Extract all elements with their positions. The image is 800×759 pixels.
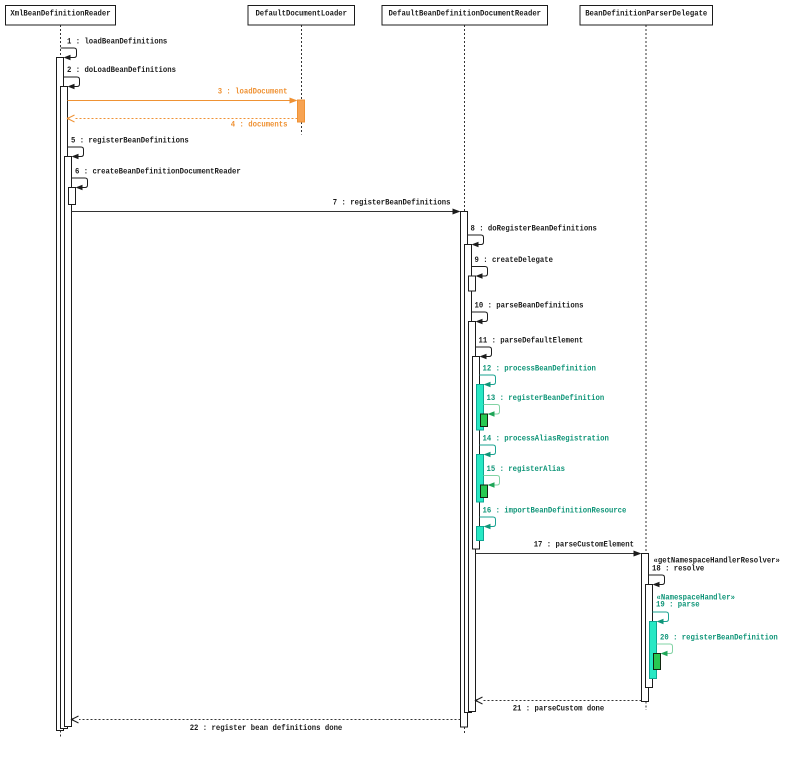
svg-text:22 : register bean definitions: 22 : register bean definitions done — [190, 723, 343, 733]
svg-text:3 : loadDocument: 3 : loadDocument — [218, 87, 288, 97]
svg-text:19 : parse: 19 : parse — [656, 600, 700, 610]
svg-text:BeanDefinitionParserDelegate: BeanDefinitionParserDelegate — [585, 9, 707, 19]
svg-text:15 : registerAlias: 15 : registerAlias — [487, 464, 566, 474]
svg-text:7 : registerBeanDefinitions: 7 : registerBeanDefinitions — [333, 198, 451, 208]
svg-text:6 : createBeanDefinitionDocume: 6 : createBeanDefinitionDocumentReader — [75, 167, 241, 177]
svg-text:12 : processBeanDefinition: 12 : processBeanDefinition — [483, 364, 596, 374]
svg-text:14 : processAliasRegistration: 14 : processAliasRegistration — [483, 434, 609, 444]
svg-text:21 : parseCustom done: 21 : parseCustom done — [513, 704, 605, 714]
svg-text:9 : createDelegate: 9 : createDelegate — [475, 255, 554, 265]
svg-text:DefaultBeanDefinitionDocumentR: DefaultBeanDefinitionDocumentReader — [388, 9, 541, 19]
svg-text:11 : parseDefaultElement: 11 : parseDefaultElement — [479, 336, 584, 346]
svg-text:DefaultDocumentLoader: DefaultDocumentLoader — [255, 9, 347, 19]
svg-text:18 : resolve: 18 : resolve — [652, 564, 704, 574]
svg-text:4 : documents: 4 : documents — [231, 120, 288, 130]
svg-text:2 : doLoadBeanDefinitions: 2 : doLoadBeanDefinitions — [67, 65, 176, 75]
svg-text:1 : loadBeanDefinitions: 1 : loadBeanDefinitions — [67, 37, 167, 47]
svg-text:«NamespaceHandler»: «NamespaceHandler» — [657, 593, 736, 603]
svg-text:16 : importBeanDefinitionResou: 16 : importBeanDefinitionResource — [483, 506, 627, 516]
svg-text:5 : registerBeanDefinitions: 5 : registerBeanDefinitions — [71, 136, 189, 146]
svg-text:8 : doRegisterBeanDefinitions: 8 : doRegisterBeanDefinitions — [471, 224, 597, 234]
svg-text:13 : registerBeanDefinition: 13 : registerBeanDefinition — [487, 393, 605, 403]
svg-text:17 : parseCustomElement: 17 : parseCustomElement — [534, 540, 634, 550]
svg-text:10 : parseBeanDefinitions: 10 : parseBeanDefinitions — [475, 301, 584, 311]
svg-text:«getNamespaceHandlerResolver»: «getNamespaceHandlerResolver» — [654, 556, 780, 566]
svg-text:XmlBeanDefinitionReader: XmlBeanDefinitionReader — [10, 9, 110, 19]
svg-text:20 : registerBeanDefinition: 20 : registerBeanDefinition — [660, 633, 778, 643]
